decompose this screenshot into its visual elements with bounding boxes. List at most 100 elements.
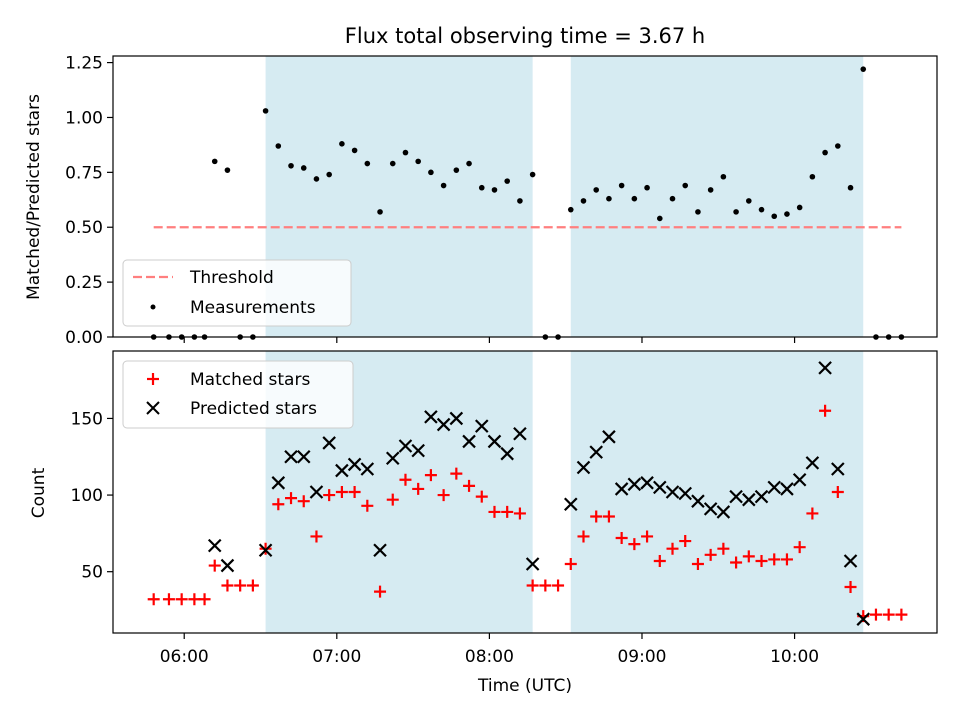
predicted-stars-point bbox=[665, 485, 680, 499]
observing-window-2 bbox=[570, 56, 864, 337]
matched-stars-point bbox=[234, 579, 247, 592]
predicted-stars-point bbox=[792, 472, 807, 487]
predicted-stars-point bbox=[780, 482, 794, 496]
matched-stars-point bbox=[147, 593, 160, 606]
matched-stars-point bbox=[819, 404, 832, 417]
top-markers bbox=[150, 66, 905, 340]
bottom-y-axis-label: Count bbox=[29, 467, 49, 518]
predicted-stars-point bbox=[754, 489, 769, 504]
matched-stars-point bbox=[475, 490, 488, 503]
predicted-stars-point bbox=[691, 494, 705, 508]
predicted-stars-point bbox=[207, 538, 222, 553]
y-tick-label: 0.00 bbox=[65, 328, 103, 348]
measurement-point bbox=[211, 158, 218, 165]
matched-stars-point bbox=[590, 510, 603, 523]
matched-stars-point bbox=[539, 579, 552, 592]
x-tick-label: 07:00 bbox=[312, 647, 361, 667]
top-axes-frame bbox=[112, 55, 938, 338]
matched-stars-point bbox=[501, 505, 514, 518]
measurement-point bbox=[860, 66, 867, 72]
predicted-stars-point bbox=[818, 361, 832, 375]
predicted-stars-point bbox=[767, 480, 782, 495]
measurement-point bbox=[796, 204, 803, 211]
matched-stars-point bbox=[895, 608, 908, 621]
predicted-stars-point bbox=[831, 462, 845, 476]
matched-stars-point bbox=[564, 558, 577, 571]
measurement-point bbox=[440, 182, 447, 189]
threshold-legend-label: Threshold bbox=[189, 268, 274, 288]
matched-legend-label: Matched stars bbox=[190, 370, 310, 390]
predicted-stars-point bbox=[424, 410, 438, 424]
predicted-stars-point bbox=[284, 449, 298, 464]
measurement-point bbox=[453, 167, 460, 173]
predicted-stars-point bbox=[843, 554, 858, 568]
measurement-point bbox=[682, 182, 689, 189]
matched-stars-point bbox=[666, 542, 679, 555]
measurements-legend-swatch bbox=[150, 304, 156, 310]
y-tick-label: 1.25 bbox=[65, 54, 103, 74]
predicted-stars-point bbox=[258, 543, 273, 558]
matched-stars-point bbox=[780, 553, 793, 566]
measurement-point bbox=[580, 198, 587, 204]
predicted-stars-point bbox=[360, 462, 375, 476]
predicted-stars-point bbox=[385, 451, 400, 466]
matched-stars-point bbox=[285, 492, 298, 505]
predicted-stars-point bbox=[703, 502, 718, 516]
measurement-point bbox=[300, 165, 307, 171]
predicted-stars-point bbox=[564, 497, 578, 512]
matched-stars-point bbox=[615, 531, 628, 544]
y-tick-label: 150 bbox=[71, 409, 103, 429]
measurement-point bbox=[275, 143, 282, 149]
y-tick-label: 0.50 bbox=[65, 218, 103, 238]
matched-stars-point bbox=[577, 530, 590, 543]
y-tick-label: 50 bbox=[81, 563, 103, 583]
predicted-stars-point bbox=[640, 476, 654, 490]
matched-stars-point bbox=[844, 581, 857, 594]
measurement-point bbox=[326, 171, 332, 178]
matched-stars-point bbox=[310, 530, 323, 543]
predicted-stars-point bbox=[436, 417, 451, 432]
matched-stars-point bbox=[806, 507, 819, 520]
measurement-point bbox=[224, 167, 231, 173]
matched-stars-point bbox=[704, 548, 717, 561]
predicted-stars-point bbox=[627, 477, 642, 492]
measurement-point bbox=[695, 209, 701, 215]
x-tick-label: 10:00 bbox=[770, 647, 819, 667]
bottom-legend-box bbox=[122, 360, 354, 429]
measurement-point bbox=[389, 160, 396, 167]
bottom-x-ticks: 06:00 07:00 08:00 09:00 10:00 bbox=[160, 633, 819, 667]
measurement-point bbox=[288, 162, 294, 169]
matched-stars-point bbox=[424, 469, 437, 482]
matched-stars-point bbox=[221, 579, 234, 592]
predicted-stars-point bbox=[335, 463, 349, 478]
matched-stars-point bbox=[641, 530, 654, 543]
bottom-axes-frame bbox=[112, 350, 938, 634]
measurement-point bbox=[262, 108, 269, 114]
matched-stars-point bbox=[208, 559, 221, 572]
matched-stars-point bbox=[742, 550, 755, 563]
matched-stars-point bbox=[679, 535, 692, 548]
predicted-stars-point bbox=[487, 434, 502, 449]
top-legend: Threshold Measurements bbox=[122, 259, 352, 327]
y-tick-label: 1.00 bbox=[65, 108, 103, 128]
matched-stars-point bbox=[768, 553, 781, 566]
x-tick-label: 08:00 bbox=[465, 647, 514, 667]
predicted-stars-point bbox=[513, 426, 527, 441]
measurement-point bbox=[758, 206, 765, 213]
measurement-point bbox=[656, 215, 663, 222]
predicted-stars-point bbox=[398, 439, 413, 453]
matched-stars-point bbox=[526, 579, 539, 592]
measurement-point bbox=[720, 173, 727, 180]
measurement-point bbox=[644, 184, 650, 191]
measurement-point bbox=[733, 209, 739, 215]
y-tick-label: 0.25 bbox=[65, 273, 103, 293]
matched-stars-point bbox=[755, 554, 768, 567]
measurement-point bbox=[504, 178, 510, 184]
measurement-point bbox=[351, 147, 358, 154]
measurement-point bbox=[593, 187, 600, 193]
matched-stars-point bbox=[831, 486, 844, 498]
predicted-stars-point bbox=[716, 505, 731, 519]
matched-stars-point bbox=[730, 556, 743, 569]
x-tick-label: 09:00 bbox=[617, 647, 666, 667]
measurement-point bbox=[402, 149, 409, 156]
